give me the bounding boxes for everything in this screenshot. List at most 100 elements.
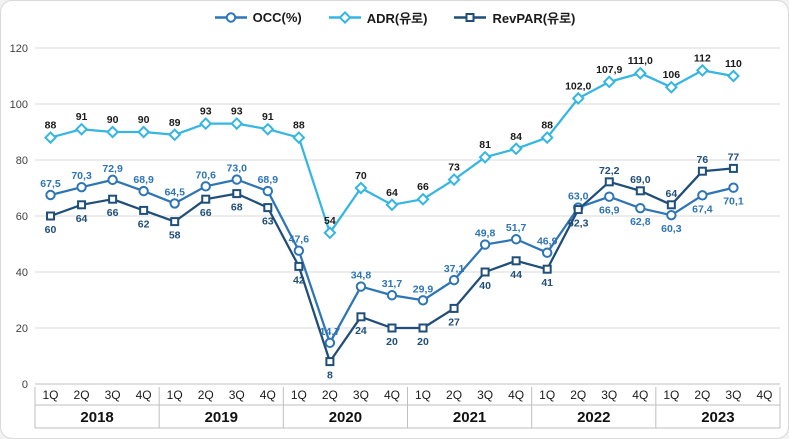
occ-data-point	[510, 234, 522, 245]
data-label: 77	[728, 151, 740, 163]
x-tick-label: 4Q	[384, 388, 400, 402]
data-label: 20	[386, 336, 398, 348]
occ-data-point	[231, 174, 242, 185]
y-tick-label: 0	[22, 379, 28, 391]
data-label: 68,9	[258, 174, 279, 186]
series-adr-markers	[44, 63, 740, 240]
y-tick-label: 20	[16, 323, 28, 335]
x-axis-labels: 1Q 2Q 3Q 4Q 1Q 2Q 3Q 4Q 1Q 2Q 3Q 4Q 1Q 2Q 3Q 4Q 1Q 2Q 3Q 4Q…	[43, 388, 773, 402]
revpar-data-point	[728, 163, 738, 173]
data-label: 37,1	[444, 263, 465, 275]
data-label: 88	[541, 120, 553, 132]
revpar-data-point	[449, 303, 459, 313]
revpar-data-point	[511, 256, 521, 266]
data-label: 68,9	[133, 174, 154, 186]
adr-data-point	[602, 75, 616, 89]
year-label: 2023	[701, 409, 734, 426]
data-label: 88	[293, 120, 305, 132]
legend-item-revpar: RevPAR(유로)	[453, 8, 575, 27]
adr-data-point	[323, 226, 337, 240]
revpar-data-point	[170, 217, 180, 227]
data-label: 67,5	[40, 178, 61, 190]
data-label: 41	[541, 277, 553, 289]
x-tick-label: 2Q	[694, 388, 710, 402]
x-tick-label: 1Q	[43, 388, 59, 402]
x-tick-label: 3Q	[601, 388, 617, 402]
adr-legend-marker-icon	[328, 11, 361, 24]
adr-data-point	[44, 131, 58, 145]
x-tick-label: 3Q	[105, 388, 121, 402]
revpar-data-point	[480, 267, 490, 277]
year-axis: 2018 2019 2020 2021 2022 2023	[34, 387, 781, 429]
data-label: 66	[417, 181, 429, 193]
occ-data-point	[324, 337, 336, 349]
revpar-data-point	[232, 189, 242, 199]
occ-data-point	[355, 281, 367, 292]
series-revpar-markers	[46, 163, 738, 367]
x-tick-label: 4Q	[632, 388, 648, 402]
revpar-data-point	[201, 194, 211, 204]
occ-data-point	[293, 245, 305, 256]
adr-data-point	[75, 122, 89, 136]
data-label: 62,8	[630, 216, 651, 228]
occ-data-point	[76, 181, 87, 193]
data-label: 73	[448, 162, 460, 174]
occ-data-point	[45, 189, 56, 201]
year-label: 2020	[329, 409, 362, 426]
x-tick-label: 1Q	[415, 388, 431, 402]
data-label: 29,9	[413, 283, 434, 295]
revpar-data-point	[387, 323, 397, 333]
occ-data-point	[169, 198, 180, 209]
revpar-data-point	[604, 177, 614, 187]
legend-item-occ: OCC(%)	[214, 10, 302, 25]
data-label: 69,0	[630, 174, 651, 186]
data-label: 68	[231, 202, 243, 214]
data-label: 110	[725, 58, 742, 70]
x-tick-label: 2Q	[74, 388, 90, 402]
revpar-data-point	[356, 312, 366, 322]
occ-data-point	[666, 209, 677, 221]
data-label: 62,3	[568, 218, 589, 230]
occ-data-point	[200, 181, 211, 192]
y-tick-label: 80	[16, 155, 28, 167]
data-label: 64	[386, 187, 398, 199]
revpar-data-point	[666, 200, 676, 210]
data-label: 90	[138, 114, 150, 126]
data-label: 81	[479, 139, 491, 151]
data-label: 84	[510, 131, 522, 143]
legend-item-adr: ADR(유로)	[328, 8, 427, 27]
data-label: 70,6	[196, 169, 217, 181]
year-label: 2021	[453, 409, 486, 426]
occ-data-point	[541, 247, 553, 258]
legend-label-revpar: RevPAR(유로)	[492, 11, 576, 26]
occ-data-point	[262, 185, 274, 197]
adr-data-point	[447, 173, 461, 187]
year-label: 2018	[80, 409, 113, 426]
adr-data-point	[230, 117, 244, 131]
data-label: 93	[200, 106, 212, 118]
adr-data-point	[354, 181, 368, 195]
occ-data-point	[386, 290, 398, 301]
data-label: 47,6	[289, 234, 310, 246]
x-tick-label: 2Q	[446, 388, 462, 402]
x-tick-label: 1Q	[539, 388, 555, 402]
occ-data-point	[604, 191, 615, 202]
data-label: 46,9	[537, 236, 558, 248]
revpar-data-point	[635, 186, 645, 196]
data-label: 107,9	[596, 64, 622, 76]
year-label: 2019	[205, 409, 238, 426]
data-label: 14,7	[320, 326, 341, 338]
occ-data-point	[107, 174, 118, 186]
data-label: 63	[262, 216, 274, 228]
occ-data-point	[448, 274, 460, 286]
x-tick-label: 1Q	[167, 388, 183, 402]
adr-data-point	[478, 150, 492, 164]
adr-data-point	[106, 125, 120, 139]
data-label: 20	[417, 336, 429, 348]
y-tick-label: 100	[10, 99, 28, 111]
data-label: 42	[293, 274, 305, 286]
revpar-data-point	[108, 194, 118, 204]
adr-data-point	[540, 131, 554, 145]
